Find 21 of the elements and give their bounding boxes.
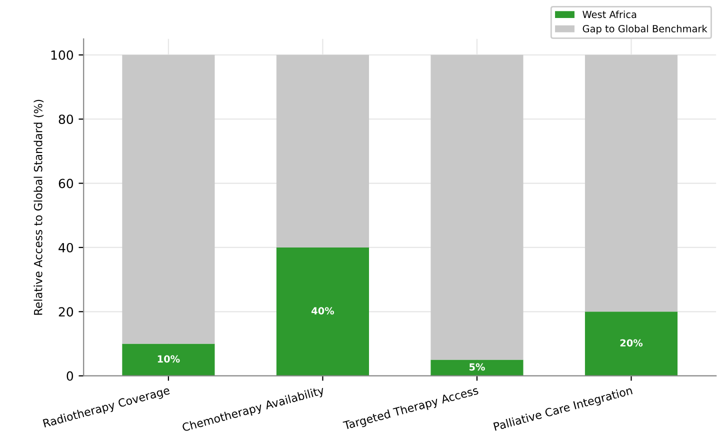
data-label: 10% <box>158 355 180 363</box>
y-tick-label: 0 <box>66 371 74 381</box>
legend-label: Gap to Global Benchmark <box>582 24 708 34</box>
bar <box>430 360 524 376</box>
data-label: 20% <box>620 339 643 347</box>
y-tick-label: 40 <box>58 242 74 252</box>
legend-label: West Africa <box>582 10 636 18</box>
bar <box>584 54 678 312</box>
bar <box>584 312 678 376</box>
bar <box>276 54 369 248</box>
bar <box>122 344 215 376</box>
bar <box>276 247 369 376</box>
y-tick-label: 100 <box>51 50 74 60</box>
y-tick-label: 80 <box>58 114 74 124</box>
bar <box>430 54 524 360</box>
y-tick-label: 20 <box>58 307 74 317</box>
data-label: 40% <box>312 307 334 314</box>
y-axis-title: Relative Access to Global Standard (%) <box>34 100 44 315</box>
y-tick-label: 60 <box>58 178 74 188</box>
bar <box>122 54 215 344</box>
data-label: 5% <box>469 363 485 371</box>
